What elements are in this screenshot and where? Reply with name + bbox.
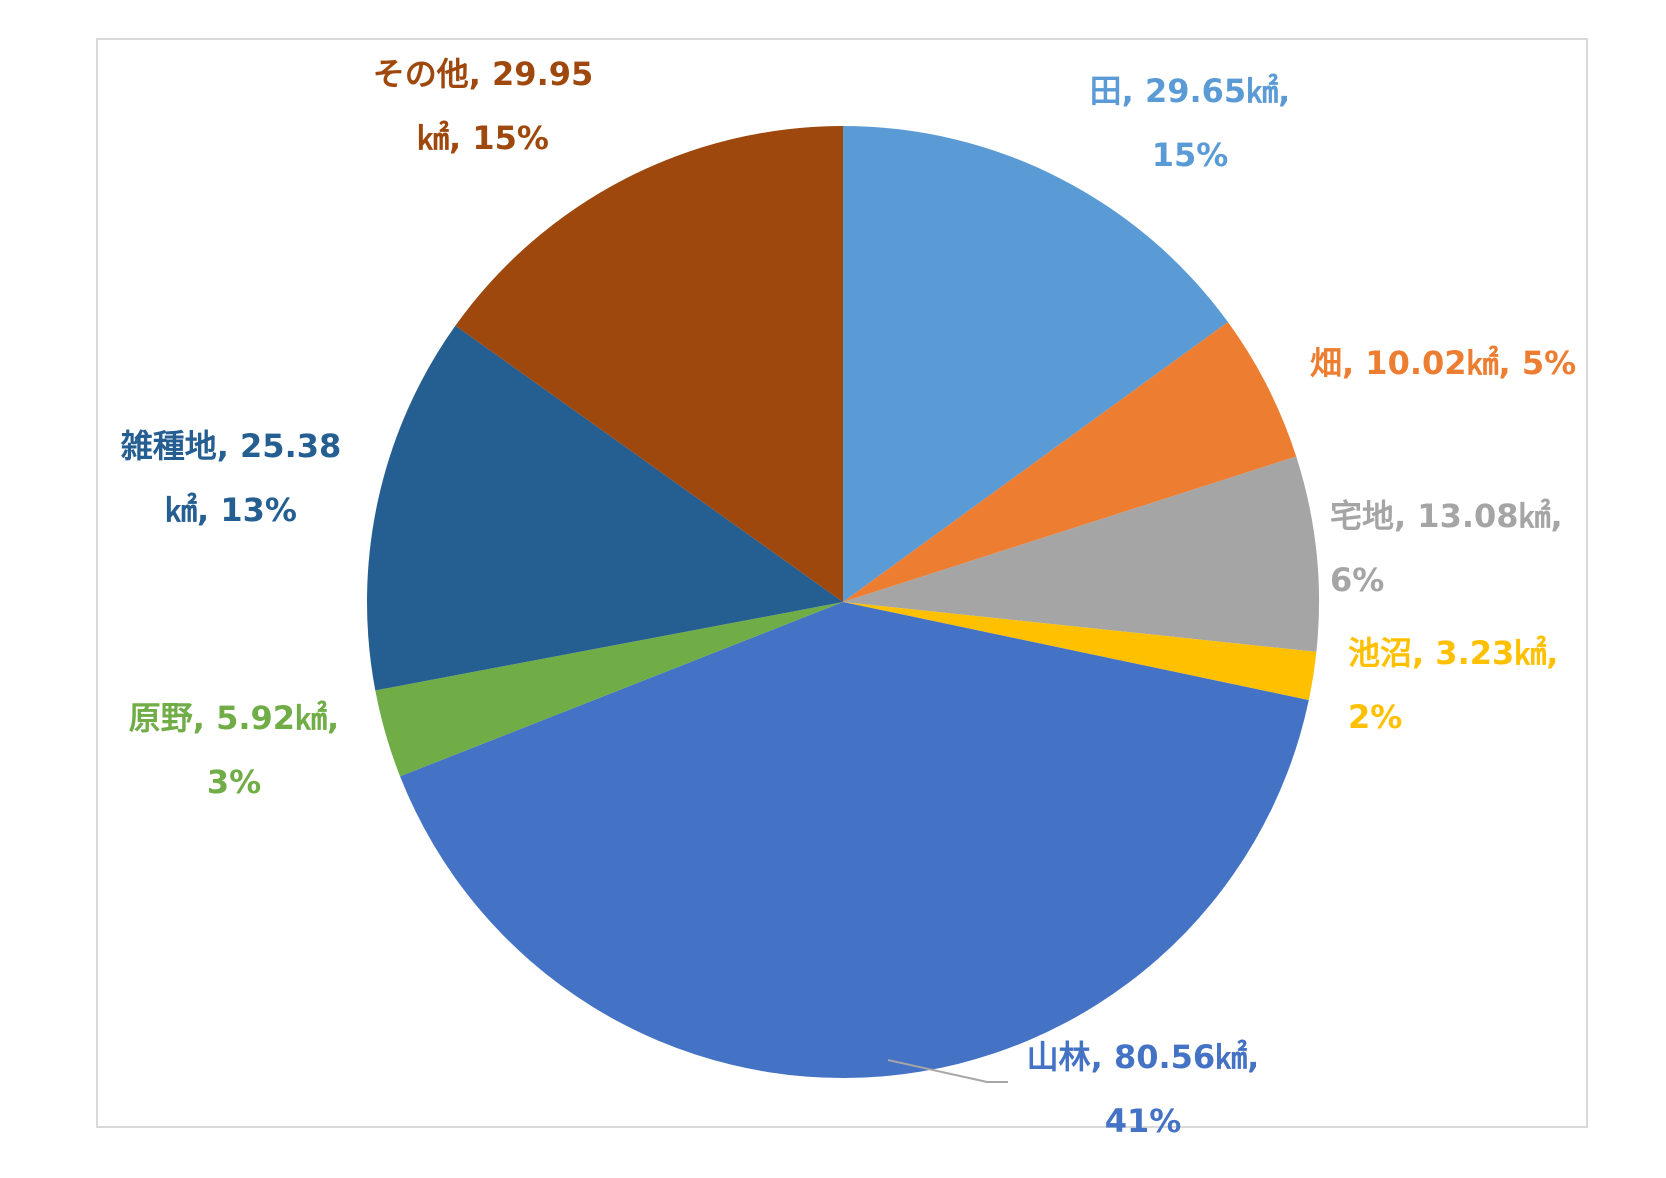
data-label-2: 畑, 10.02㎢, 5%: [1310, 344, 1576, 382]
data-label-7-line-2: ㎢, 13%: [165, 491, 297, 529]
data-label-6-line-1: 原野, 5.92㎢,: [129, 699, 339, 737]
data-label-4-line-2: 2%: [1348, 698, 1402, 736]
data-label-5-line-1: 山林, 80.56㎢,: [1027, 1038, 1260, 1076]
data-label-3: 宅地, 13.08㎢, 6%: [1330, 497, 1563, 599]
pie-slice-6: [375, 602, 843, 777]
data-label-4-line-1: 池沼, 3.23㎢,: [1348, 634, 1558, 672]
pie-slice-7: [367, 325, 843, 691]
data-label-1-line-1: 田, 29.65㎢,: [1090, 72, 1291, 110]
pie-slice-5: [400, 602, 1309, 1079]
data-label-7-line-1: 雑種地, 25.38: [120, 427, 342, 465]
data-label-5: 山林, 80.56㎢, 41%: [1027, 1038, 1260, 1140]
data-label-3-line-2: 6%: [1330, 561, 1384, 599]
pie-slice-3: [843, 456, 1320, 652]
data-label-8-line-2: ㎢, 15%: [417, 119, 549, 157]
pie-slice-4: [843, 602, 1317, 701]
leader-lines: [887, 1059, 1008, 1083]
data-label-8: その他, 29.95 ㎢, 15%: [373, 55, 594, 157]
data-label-2-line-1: 畑, 10.02㎢, 5%: [1310, 344, 1576, 382]
data-label-6: 原野, 5.92㎢, 3%: [129, 699, 339, 801]
data-label-1-line-2: 15%: [1152, 136, 1229, 174]
pie-slice-8: [455, 126, 843, 602]
data-label-3-line-1: 宅地, 13.08㎢,: [1330, 497, 1563, 535]
pie-slice-1: [843, 126, 1228, 602]
pie-slices: [367, 126, 1320, 1079]
data-labels: 田, 29.65㎢, 15% 畑, 10.02㎢, 5% 宅地, 13.08㎢, 6% 池…: [120, 55, 1576, 1140]
data-label-1: 田, 29.65㎢, 15%: [1090, 72, 1291, 174]
leader-line-1: [887, 1059, 1008, 1083]
pie-slice-2: [843, 321, 1297, 602]
data-label-7: 雑種地, 25.38 ㎢, 13%: [120, 427, 342, 529]
data-label-5-line-2: 41%: [1105, 1102, 1182, 1140]
data-label-8-line-1: その他, 29.95: [373, 55, 594, 93]
data-label-6-line-2: 3%: [207, 763, 261, 801]
data-label-4: 池沼, 3.23㎢, 2%: [1348, 634, 1558, 736]
